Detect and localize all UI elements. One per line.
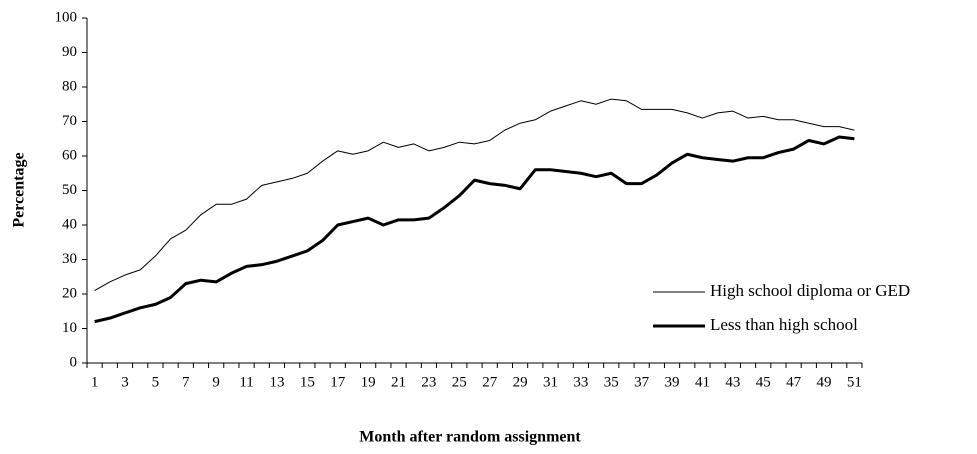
x-tick-label: 39 [665, 374, 680, 390]
legend-label: High school diploma or GED [710, 281, 910, 300]
series-line [94, 135, 855, 324]
x-tick-label: 37 [634, 374, 650, 390]
y-tick-label: 100 [55, 9, 78, 25]
x-tick-label: 35 [604, 374, 619, 390]
y-tick-label: 0 [70, 354, 78, 370]
y-tick-label: 40 [62, 216, 77, 232]
x-tick-label: 7 [182, 374, 190, 390]
x-tick-label: 21 [391, 374, 406, 390]
x-tick-label: 43 [725, 374, 740, 390]
y-tick-label: 70 [62, 113, 77, 129]
x-tick-label: 3 [121, 374, 129, 390]
series-line [94, 98, 855, 291]
x-tick-label: 33 [573, 374, 588, 390]
x-tick-label: 13 [269, 374, 284, 390]
x-tick-label: 47 [786, 374, 802, 390]
x-tick-label: 17 [330, 374, 346, 390]
y-axis-title: Percentage [11, 152, 28, 227]
x-tick-label: 27 [482, 374, 498, 390]
x-tick-label: 45 [756, 374, 771, 390]
x-tick-label: 23 [421, 374, 436, 390]
x-tick-label: 5 [152, 374, 160, 390]
y-tick-label: 50 [62, 182, 77, 198]
y-tick-label: 60 [62, 147, 77, 163]
x-tick-label: 41 [695, 374, 710, 390]
x-tick-label: 51 [847, 374, 862, 390]
x-tick-label: 9 [212, 374, 220, 390]
x-tick-label: 31 [543, 374, 558, 390]
x-tick-label: 29 [513, 374, 528, 390]
y-tick-label: 90 [62, 44, 77, 60]
y-tick-label: 20 [62, 285, 77, 301]
x-tick-label: 49 [817, 374, 832, 390]
x-tick-label: 11 [239, 374, 253, 390]
x-axis-title: Month after random assignment [359, 429, 581, 446]
y-tick-label: 80 [62, 78, 77, 94]
x-tick-label: 1 [91, 374, 99, 390]
y-tick-label: 30 [62, 251, 77, 267]
x-tick-label: 19 [361, 374, 376, 390]
y-tick-label: 10 [62, 320, 77, 336]
legend-label: Less than high school [710, 315, 858, 334]
x-tick-label: 25 [452, 374, 467, 390]
x-tick-label: 15 [300, 374, 315, 390]
